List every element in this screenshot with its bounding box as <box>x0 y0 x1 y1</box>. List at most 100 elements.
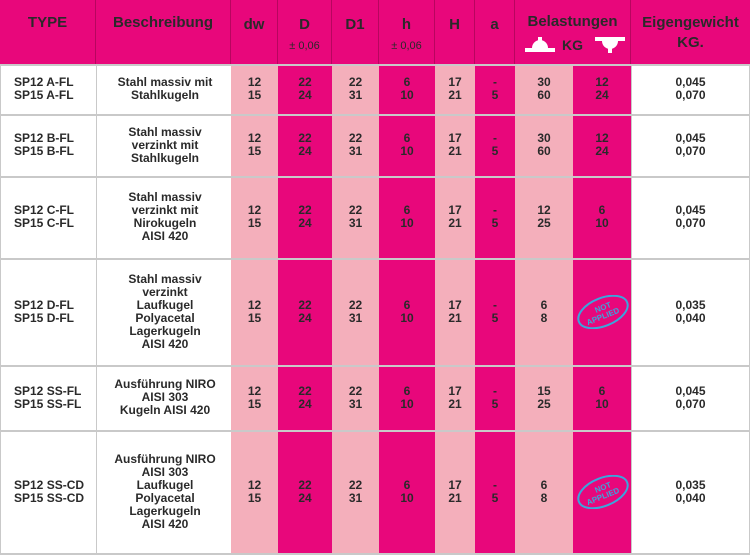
header-eigengewicht: Eigengewicht <box>642 14 739 31</box>
value-load1: 6 <box>540 297 548 312</box>
value-dw: 12 <box>247 203 262 217</box>
header-H: H <box>449 16 460 33</box>
header-h: h <box>401 16 412 33</box>
description-line: Nirokugeln <box>133 216 197 230</box>
not-applied-stamp: NOT APPLIED <box>575 294 631 329</box>
value-H: 21 <box>448 396 462 411</box>
weight-value: 0,070 <box>675 396 706 411</box>
col-divider <box>631 64 632 555</box>
value-a: - <box>493 383 497 398</box>
col-a-bg <box>475 0 515 555</box>
weight-value: 0,040 <box>675 490 706 505</box>
value-dw: 12 <box>247 131 262 145</box>
col-h-bg <box>379 0 435 555</box>
value-load2: 10 <box>595 216 609 230</box>
description-line: AISI 303 <box>141 464 189 479</box>
value-H: 17 <box>448 477 462 492</box>
value-D1: 22 <box>348 203 363 217</box>
weight-value: 0,035 <box>675 297 706 312</box>
description-line: Stahl massiv <box>128 190 202 204</box>
weight-value: 0,045 <box>675 75 706 89</box>
value-load2: 10 <box>595 396 609 411</box>
description-line: Stahlkugeln <box>130 150 199 165</box>
value-D1: 31 <box>348 144 363 158</box>
weight-value: 0,070 <box>675 88 706 102</box>
col-D-bg <box>278 0 332 555</box>
value-h: 6 <box>403 383 411 398</box>
col-load2-bg <box>573 0 631 555</box>
value-load1: 30 <box>537 131 551 145</box>
value-load2: 12 <box>595 131 609 145</box>
value-D1: 31 <box>348 396 363 411</box>
value-dw: 12 <box>247 75 262 89</box>
value-load1: 8 <box>540 310 548 325</box>
description-line: AISI 420 <box>141 229 189 243</box>
value-D1: 31 <box>348 216 363 230</box>
value-h: 10 <box>400 310 414 325</box>
value-D: 24 <box>298 310 312 325</box>
value-H: 17 <box>448 75 462 89</box>
description-line: Stahl massiv <box>128 271 202 286</box>
description-line: Lagerkugeln <box>129 323 201 338</box>
type-label: SP15 D-FL <box>14 310 75 325</box>
row-divider <box>0 176 750 178</box>
value-load2: 12 <box>595 75 609 89</box>
value-D: 24 <box>298 396 312 411</box>
value-H: 17 <box>448 131 462 145</box>
value-load1: 25 <box>537 216 551 230</box>
row-divider <box>0 430 750 432</box>
header-D1: D1 <box>345 16 365 33</box>
value-H: 21 <box>448 310 462 325</box>
value-dw: 15 <box>247 396 262 411</box>
value-load1: 8 <box>540 490 548 505</box>
value-h: 10 <box>400 490 414 505</box>
value-h: 10 <box>400 88 414 102</box>
value-H: 21 <box>448 216 462 230</box>
type-label: SP12 SS-FL <box>14 383 82 398</box>
description-line: Lagerkugeln <box>129 503 201 518</box>
value-dw: 12 <box>247 297 262 312</box>
value-load1: 60 <box>537 144 551 158</box>
col-H-bg <box>435 0 475 555</box>
col-dw-bg <box>231 0 278 555</box>
weight-value: 0,070 <box>675 144 706 158</box>
value-dw: 15 <box>247 216 262 230</box>
header-D-tolerance: ± 0,06 <box>289 40 320 52</box>
header-weight-cell: Eigengewicht KG. <box>631 0 750 64</box>
header-a-cell: a <box>475 0 515 64</box>
description-line: verzinkt <box>142 284 188 299</box>
value-h: 10 <box>400 396 414 411</box>
value-D: 22 <box>298 131 312 145</box>
value-h: 10 <box>400 216 414 230</box>
value-a: - <box>493 131 497 145</box>
type-label: SP12 A-FL <box>14 75 74 89</box>
value-D1: 22 <box>348 477 363 492</box>
value-load1: 12 <box>537 203 551 217</box>
value-a: - <box>493 477 497 492</box>
value-load1: 25 <box>537 396 551 411</box>
weight-value: 0,045 <box>675 131 706 145</box>
type-label: SP12 C-FL <box>14 203 75 217</box>
value-a: - <box>493 203 497 217</box>
value-h: 6 <box>403 297 411 312</box>
description-line: Stahlkugeln <box>130 88 199 102</box>
value-D: 22 <box>298 297 312 312</box>
header-dw: dw <box>243 16 265 33</box>
value-dw: 12 <box>247 477 262 492</box>
value-H: 21 <box>448 88 462 102</box>
weight-value: 0,045 <box>675 203 706 217</box>
type-label: SP15 C-FL <box>14 216 75 230</box>
load-side-icon <box>595 37 625 53</box>
value-H: 17 <box>448 297 462 312</box>
load-top-icon <box>525 37 555 52</box>
value-load2: 6 <box>598 383 606 398</box>
value-h: 6 <box>403 75 411 89</box>
value-load1: 6 <box>540 477 548 492</box>
header-h-tolerance: ± 0,06 <box>391 40 422 52</box>
description-line: Stahl massiv mit <box>117 75 213 89</box>
header-h-cell: h ± 0,06 <box>379 0 435 64</box>
description-line: Ausführung NIRO <box>114 377 216 391</box>
description-line: Polyacetal <box>135 490 195 505</box>
value-h: 10 <box>400 144 414 158</box>
value-H: 21 <box>448 490 462 505</box>
